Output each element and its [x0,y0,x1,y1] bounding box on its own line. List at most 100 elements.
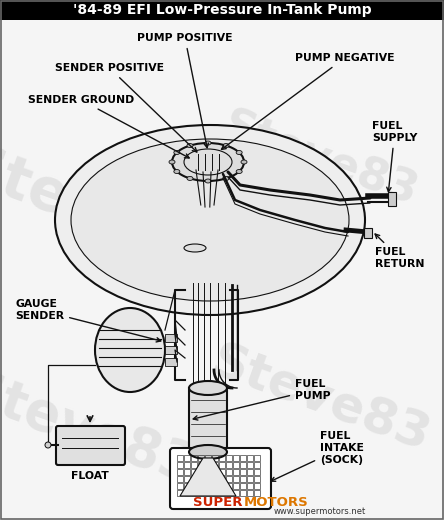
Bar [191,490,197,496]
Ellipse shape [223,176,229,180]
Text: FLOAT: FLOAT [71,471,109,481]
Bar [240,462,246,468]
Bar [184,483,190,489]
Bar [205,469,211,475]
Ellipse shape [189,445,227,459]
Text: Steve83: Steve83 [0,364,203,496]
Ellipse shape [55,125,365,315]
Bar [233,490,239,496]
Bar [247,483,253,489]
Bar [219,462,225,468]
Bar [198,455,204,461]
Bar [247,490,253,496]
Bar [212,462,218,468]
Ellipse shape [184,149,232,175]
Text: FUEL
INTAKE
(SOCK): FUEL INTAKE (SOCK) [271,432,364,482]
Bar [247,469,253,475]
Ellipse shape [241,160,247,164]
Bar [177,483,183,489]
Bar [254,483,260,489]
Bar [226,476,232,482]
Bar [198,476,204,482]
Bar [233,469,239,475]
Bar [184,490,190,496]
Bar [184,469,190,475]
Ellipse shape [223,144,229,148]
Bar [205,455,211,461]
Text: SENDER GROUND: SENDER GROUND [28,95,189,158]
Bar [212,483,218,489]
Bar [191,476,197,482]
Text: Steve83: Steve83 [0,137,226,283]
Text: '84-89 EFI Low-Pressure In-Tank Pump: '84-89 EFI Low-Pressure In-Tank Pump [73,3,371,17]
Bar [226,483,232,489]
Ellipse shape [95,308,165,392]
Ellipse shape [236,150,242,154]
Bar [165,358,177,366]
Bar [191,469,197,475]
Bar [191,483,197,489]
Bar [364,228,372,238]
Bar [240,469,246,475]
FancyBboxPatch shape [170,448,271,509]
Bar [233,483,239,489]
Bar [212,490,218,496]
Bar [254,490,260,496]
Bar [177,462,183,468]
Ellipse shape [174,150,180,154]
Bar [254,455,260,461]
Bar [240,455,246,461]
Bar [233,455,239,461]
Bar [184,462,190,468]
Bar [212,476,218,482]
Bar [247,455,253,461]
Text: Steve83: Steve83 [204,338,436,462]
Text: SENDER POSITIVE: SENDER POSITIVE [55,63,197,152]
Bar [254,462,260,468]
Bar [205,490,211,496]
Bar [177,469,183,475]
Bar [177,476,183,482]
Ellipse shape [174,170,180,174]
Bar [205,476,211,482]
Bar [184,476,190,482]
Ellipse shape [189,381,227,395]
Ellipse shape [205,141,211,145]
Bar [205,483,211,489]
Text: FUEL
PUMP: FUEL PUMP [193,379,331,420]
Ellipse shape [169,160,175,164]
Bar [219,476,225,482]
Bar [198,483,204,489]
Text: www.supermotors.net: www.supermotors.net [274,508,366,516]
Ellipse shape [45,442,51,448]
Bar [233,462,239,468]
Bar [0,0,444,20]
Bar [254,469,260,475]
Ellipse shape [205,179,211,183]
Bar [226,462,232,468]
Text: MOTORS: MOTORS [244,496,309,509]
Text: SUPER: SUPER [193,496,242,509]
Text: GAUGE
SENDER: GAUGE SENDER [15,299,161,342]
Bar [219,490,225,496]
Bar [177,455,183,461]
Bar [219,455,225,461]
Text: FUEL
SUPPLY: FUEL SUPPLY [372,121,417,192]
Bar [165,346,177,354]
Ellipse shape [187,144,193,148]
Bar [177,490,183,496]
Bar [226,469,232,475]
Bar [191,455,197,461]
FancyBboxPatch shape [56,426,125,465]
Bar [219,483,225,489]
Ellipse shape [236,170,242,174]
Bar [226,455,232,461]
Bar [198,469,204,475]
Bar [212,455,218,461]
Bar [240,476,246,482]
Bar [240,490,246,496]
Ellipse shape [184,244,206,252]
Text: PUMP POSITIVE: PUMP POSITIVE [137,33,233,148]
Bar [198,490,204,496]
Ellipse shape [172,143,244,181]
